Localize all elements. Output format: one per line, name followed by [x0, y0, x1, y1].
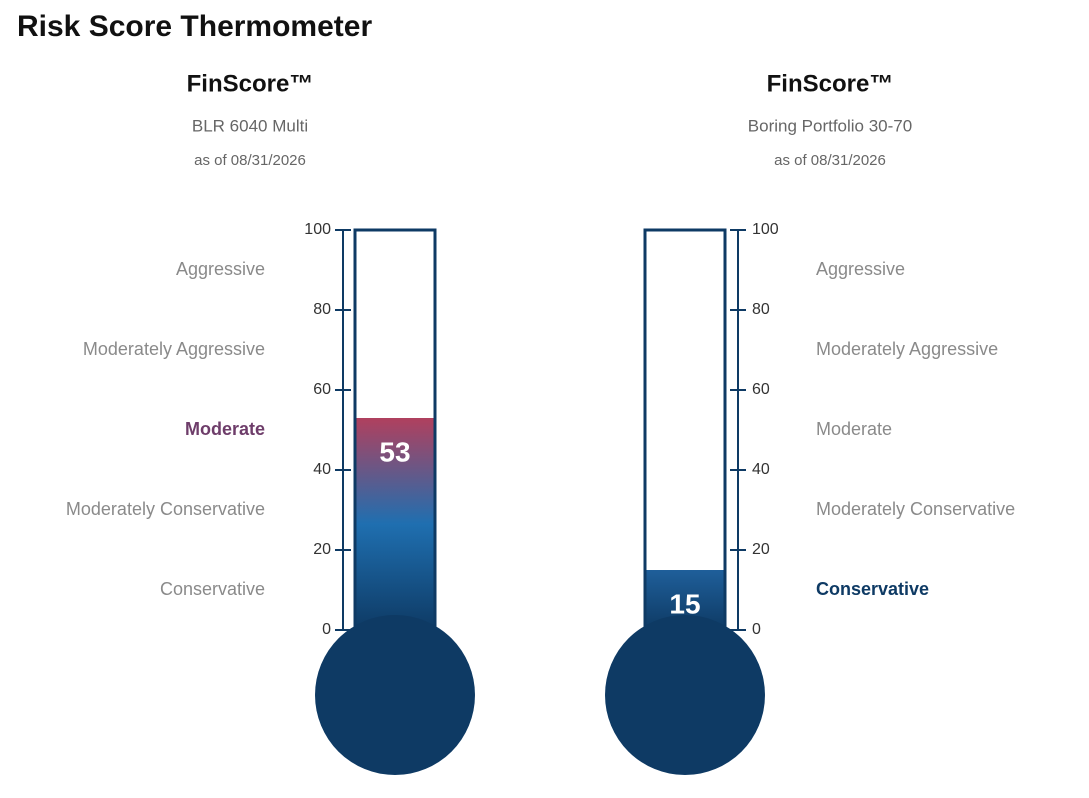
category-label: Conservative [816, 579, 929, 599]
y-tick-label: 40 [313, 461, 331, 478]
y-tick-label: 20 [313, 541, 331, 558]
gauge-subtitle: BLR 6040 Multi [192, 116, 308, 135]
y-tick-label: 100 [752, 221, 779, 238]
category-label: Moderate [816, 419, 892, 439]
y-tick-label: 0 [752, 621, 761, 638]
y-tick-label: 100 [304, 221, 331, 238]
category-label: Moderately Conservative [816, 499, 1015, 519]
y-tick-label: 40 [752, 461, 770, 478]
value-label: 15 [669, 588, 700, 619]
gauge-subtitle: Boring Portfolio 30-70 [748, 116, 912, 135]
y-tick-label: 60 [752, 381, 770, 398]
bulb [605, 615, 765, 775]
thermometer-fill [356, 418, 434, 630]
value-label: 53 [379, 436, 410, 467]
y-tick-label: 80 [313, 301, 331, 318]
category-label: Aggressive [816, 259, 905, 279]
y-tick-label: 0 [322, 621, 331, 638]
gauge-title: FinScore™ [187, 70, 314, 97]
bulb [315, 615, 475, 775]
gauge-date: as of 08/31/2026 [194, 152, 306, 169]
category-label: Moderate [185, 419, 265, 439]
category-label: Moderately Aggressive [83, 339, 265, 359]
gauge-title: FinScore™ [767, 70, 894, 97]
category-label: Moderately Conservative [66, 499, 265, 519]
y-tick-label: 60 [313, 381, 331, 398]
category-label: Conservative [160, 579, 265, 599]
category-label: Aggressive [176, 259, 265, 279]
tube [643, 228, 727, 632]
page-title: Risk Score Thermometer [17, 10, 372, 43]
y-tick-label: 20 [752, 541, 770, 558]
gauge-date: as of 08/31/2026 [774, 152, 886, 169]
y-tick-label: 80 [752, 301, 770, 318]
category-label: Moderately Aggressive [816, 339, 998, 359]
